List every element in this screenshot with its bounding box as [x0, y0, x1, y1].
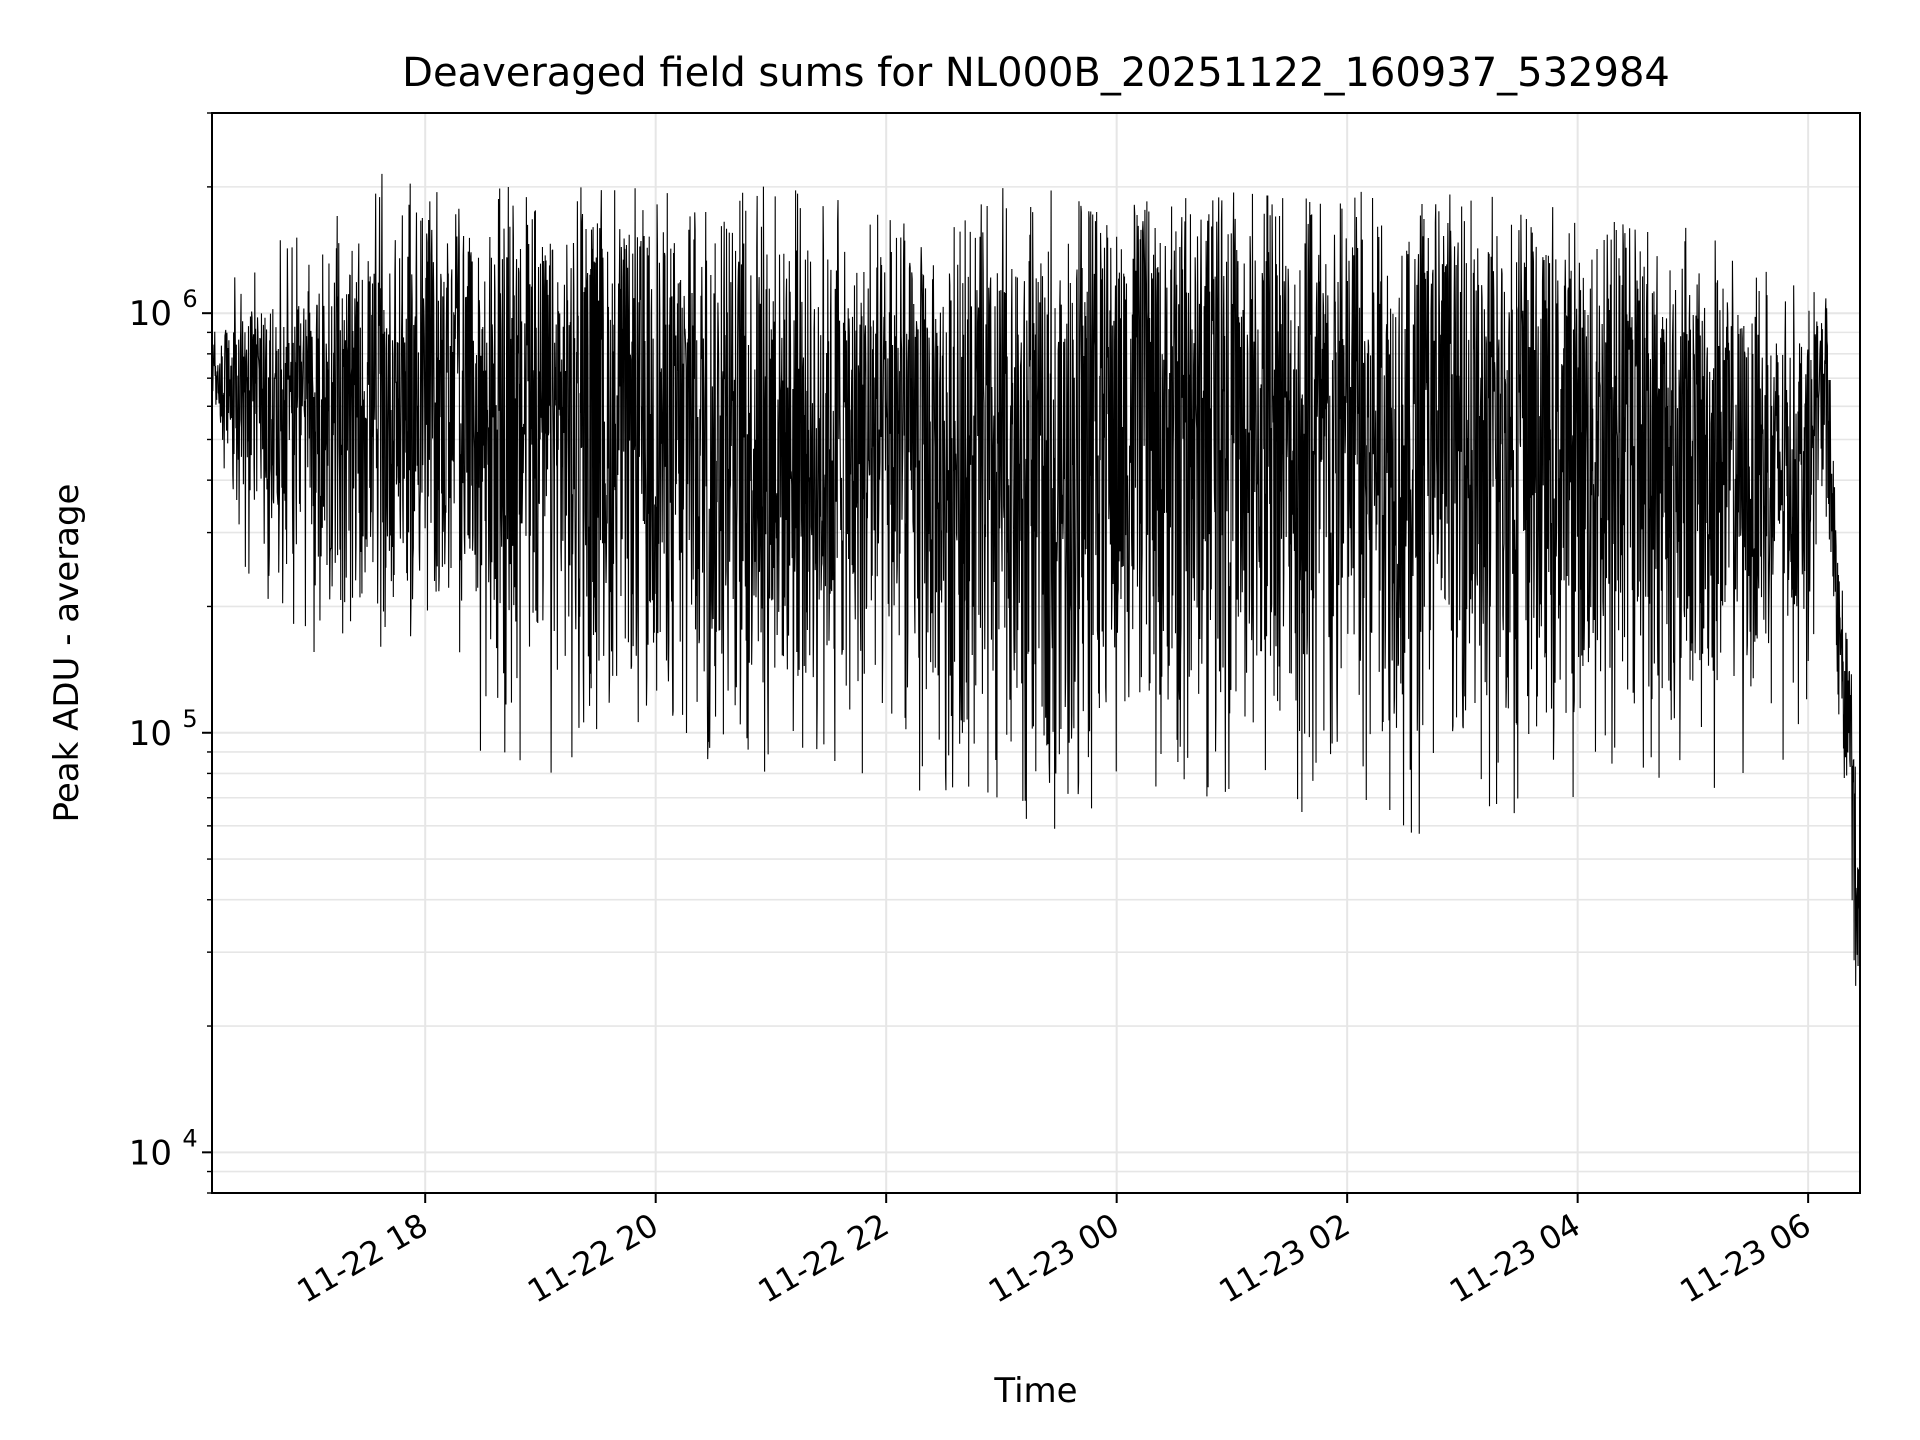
y-tick-label: 10: [129, 714, 172, 754]
y-tick-exponent: 5: [182, 705, 197, 733]
y-tick-label: 10: [129, 294, 172, 334]
y-axis-label: Peak ADU - average: [47, 484, 87, 823]
y-tick-base: 10: [129, 294, 172, 334]
series-line: [212, 173, 1860, 986]
y-tick-exponent: 4: [182, 1124, 197, 1152]
chart-title: Deaveraged field sums for NL000B_2025112…: [402, 50, 1670, 96]
y-tick-base: 10: [129, 1133, 172, 1173]
x-axis-label: Time: [993, 1371, 1077, 1411]
data-layer: [212, 173, 1860, 986]
y-tick-label: 10: [129, 1133, 172, 1173]
y-tick-base: 10: [129, 714, 172, 754]
plot-frame: [211, 112, 1861, 1194]
y-tick-exponent: 6: [182, 285, 197, 313]
